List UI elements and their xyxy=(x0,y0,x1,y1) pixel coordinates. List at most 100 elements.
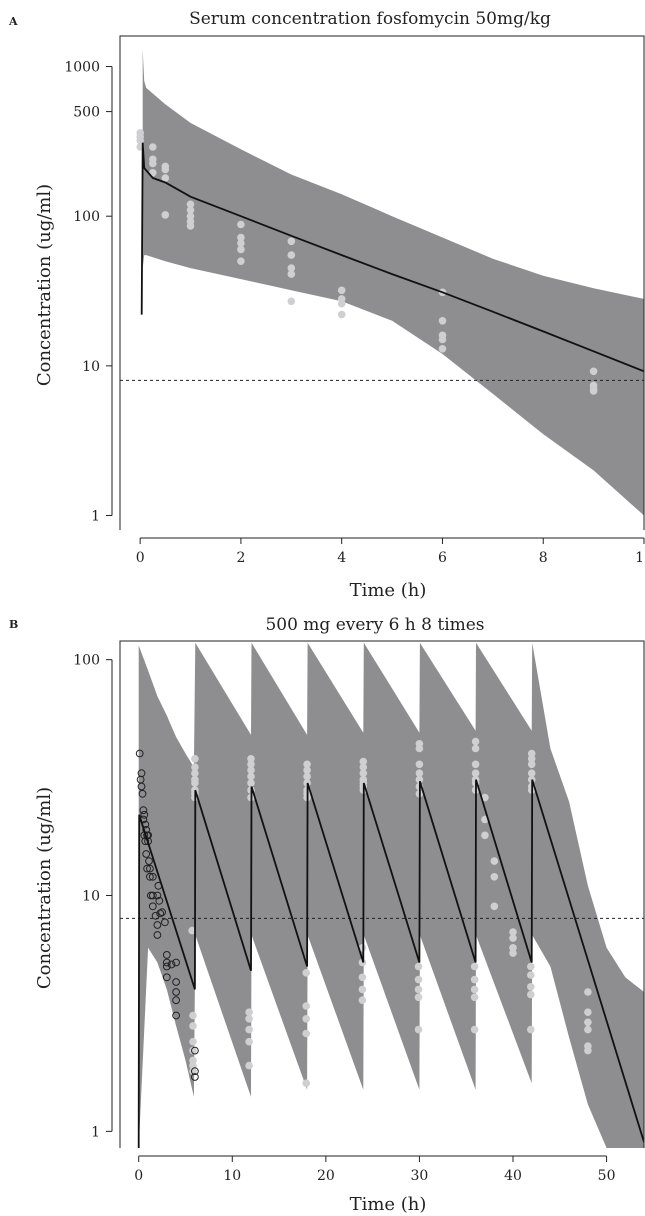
panel-b-observed-point xyxy=(191,1067,199,1076)
panel-a-y-tick-label: 1000 xyxy=(64,60,100,76)
panel-b-data-point xyxy=(247,779,255,787)
panel-b-data-point xyxy=(415,775,424,784)
panel-b-data-point xyxy=(359,757,368,766)
panel-b-prediction-band xyxy=(138,642,644,1148)
panel-b-x-tick-label: 20 xyxy=(317,1168,335,1184)
panel-b-median-line xyxy=(137,779,644,1148)
panel-a-data-point xyxy=(237,257,245,266)
panel-b-observed-point xyxy=(191,1073,199,1081)
panel-b-data-point xyxy=(414,985,423,994)
panel-b-data-point xyxy=(415,744,424,753)
panel-b-data-point xyxy=(302,1002,311,1010)
panel-b-plot-area: 0 10 20 30 40 50 1 10 100 xyxy=(73,640,645,1184)
panel-b-data-point xyxy=(415,769,424,777)
panel-b-data-point xyxy=(245,1025,253,1034)
panel-a-data-point xyxy=(186,206,195,214)
panel-b-data-point xyxy=(358,996,367,1004)
panel-b-x-tick-label: 30 xyxy=(411,1168,429,1184)
panel-a-x-tick-label: 4 xyxy=(337,550,346,566)
panel-b-observed-point xyxy=(162,962,171,971)
panel-b-x-axis-label: Time (h) xyxy=(350,1194,427,1215)
panel-b-data-point xyxy=(490,873,499,881)
panel-b-observed-point xyxy=(191,1046,199,1055)
panel-a-data-point xyxy=(438,345,447,353)
panel-b-data-point xyxy=(470,962,479,971)
panel-b-x-tick-label: 10 xyxy=(223,1168,241,1184)
panel-a-clipped-layer xyxy=(120,49,644,516)
panel-b-data-point xyxy=(471,760,480,769)
panel-b-data-point xyxy=(191,755,199,763)
panel-a-y-tick-label: 1 xyxy=(91,508,100,524)
panel-b-letter: B xyxy=(9,618,18,631)
panel-b-y-tick-label: 100 xyxy=(73,653,100,669)
panel-b-data-point xyxy=(191,779,199,787)
panel-a-data-point xyxy=(161,174,170,182)
panel-b-data-point xyxy=(584,1008,592,1016)
panel-b-clipped-layer xyxy=(120,642,644,1148)
panel-a-data-point xyxy=(337,310,346,319)
panel-a-data-point xyxy=(337,286,346,295)
panel-b-observed-point xyxy=(135,749,144,758)
panel-b-data-point xyxy=(584,1018,592,1027)
panel-b-data-point xyxy=(470,993,479,1002)
panel-a-data-point xyxy=(161,165,170,174)
panel-a-x-tick-label: 8 xyxy=(539,550,548,566)
panel-b-data-point xyxy=(527,755,536,763)
panel-b-data-point xyxy=(490,857,499,865)
panel-b-data-point xyxy=(470,985,479,994)
panel-a-data-point xyxy=(287,237,296,246)
panel-b-observed-point xyxy=(158,908,167,917)
panel-b-data-point xyxy=(527,971,535,979)
panel-a-data-point xyxy=(237,220,245,229)
panel-a-letter: A xyxy=(8,15,18,28)
panel-b-observed-point xyxy=(172,958,181,967)
panel-a-data-point xyxy=(186,212,195,220)
panel-b-data-point xyxy=(302,1015,311,1023)
panel-a-prediction-band xyxy=(142,49,644,516)
panel-a-data-point xyxy=(136,136,144,145)
panel-b-data-point xyxy=(188,926,196,935)
panel-a-data-point xyxy=(287,297,296,306)
panel-b-data-point xyxy=(303,766,311,774)
panel-a-data-point xyxy=(589,387,598,395)
panel-b-observed-point xyxy=(148,902,157,911)
panel-b-observed-point xyxy=(146,864,154,873)
panel-b-data-point xyxy=(471,744,480,753)
panel-a-y-tick-label: 100 xyxy=(73,209,100,225)
panel-b-data-point xyxy=(527,962,535,971)
panel-b-data-point xyxy=(470,975,479,984)
panel-b-observed-point xyxy=(172,978,181,986)
panel-a-data-point xyxy=(438,317,447,325)
panel-a-median-line xyxy=(140,142,644,373)
panel-b-x-tick-label: 40 xyxy=(504,1168,522,1184)
panel-a-data-point xyxy=(438,335,447,344)
panel-b-data-point xyxy=(359,769,368,777)
panel-b-data-point xyxy=(189,1011,197,1020)
panel-b-data-point xyxy=(584,1046,592,1055)
panel-a-plot-area: 0 2 4 6 8 10 1 10 100 500 1000 xyxy=(64,35,645,566)
panel-b-data-point xyxy=(191,769,199,777)
panel-b-observed-point xyxy=(146,872,154,881)
panel-b-x-tick-label: 50 xyxy=(598,1168,616,1184)
panel-a-data-point xyxy=(237,239,245,247)
panel-b-data-point xyxy=(481,831,489,840)
panel-a-data-point xyxy=(589,367,598,376)
panel-b-x-tick-label: 0 xyxy=(134,1168,143,1184)
panel-b-data-point xyxy=(303,772,311,781)
panel-a-data-point xyxy=(287,270,296,278)
panel-a-data-point xyxy=(149,143,157,151)
panel-b-observed-point xyxy=(162,973,171,982)
panel-a-data-point xyxy=(337,299,346,308)
panel-b-data-point xyxy=(191,763,199,771)
panel-b-observed-point xyxy=(153,931,162,939)
panel-a-x-tick-label: 0 xyxy=(136,550,145,566)
panel-b-data-point xyxy=(358,944,367,952)
panel-a-plot-frame xyxy=(119,35,645,530)
panel-b-observed-point xyxy=(137,769,146,778)
panel-a-data-point xyxy=(149,159,157,168)
panel-b-observed-point xyxy=(172,988,181,996)
panel-a-data-point xyxy=(287,264,296,272)
panel-b-data-point xyxy=(245,1037,253,1046)
panel-b-data-point xyxy=(470,1025,479,1034)
panel-b-y-axis-label: Concentration (ug/ml) xyxy=(34,787,55,989)
